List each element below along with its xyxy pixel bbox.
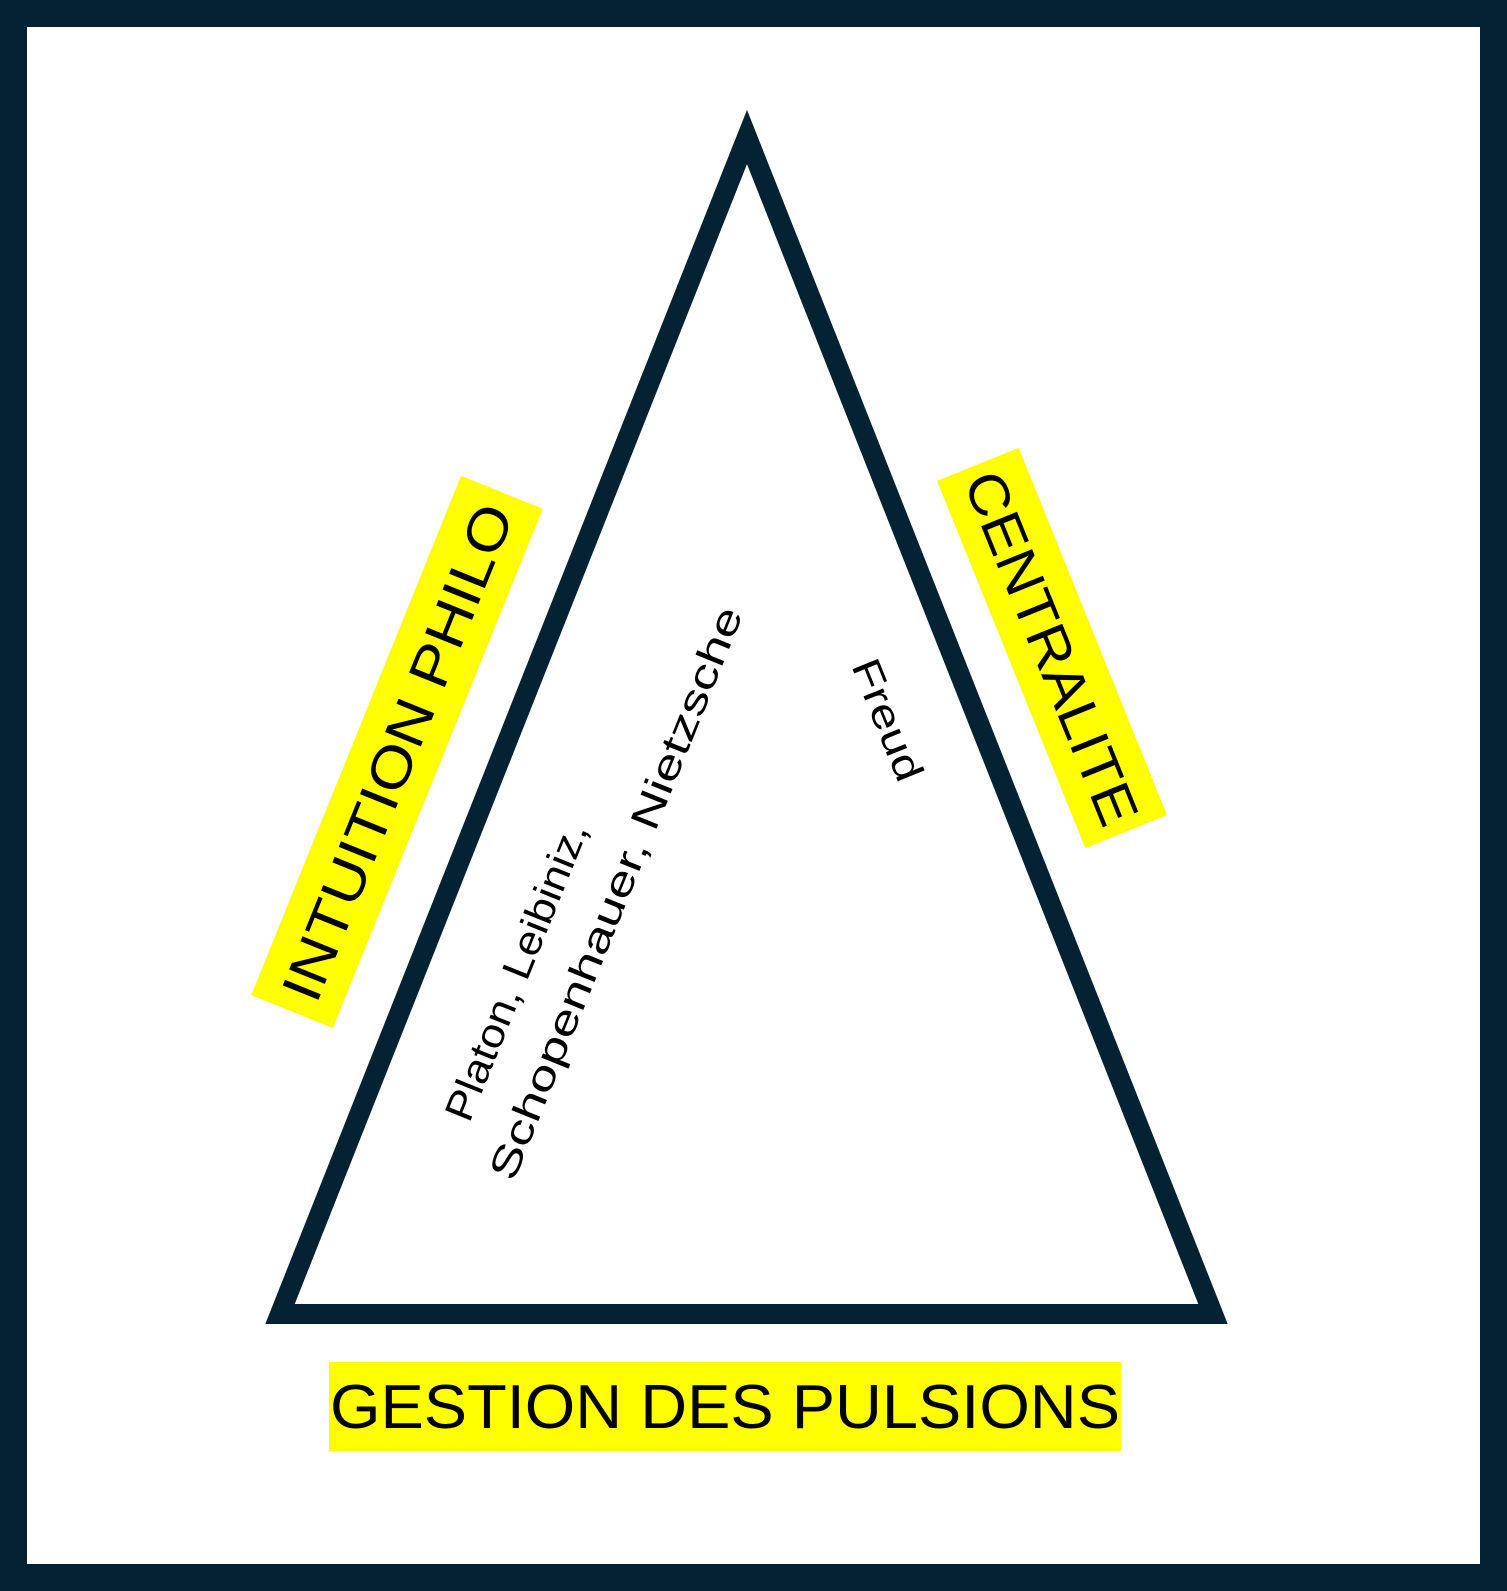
base-label-highlight (329, 1362, 1121, 1451)
right-label-text: CENTRALITE (952, 462, 1151, 834)
left-label-highlight (251, 475, 543, 1029)
base-label: GESTION DES PULSIONS (329, 1362, 1121, 1451)
freud-text: Freud (843, 652, 932, 787)
right-label-highlight (937, 447, 1167, 849)
freud-label: Freud (843, 652, 932, 787)
right-side-label: CENTRALITE (937, 447, 1167, 849)
base-label-text: GESTION DES PULSIONS (330, 1373, 1120, 1442)
triangle-outline (265, 109, 1228, 1324)
left-label-text: INTUITION PHILO (269, 495, 526, 1010)
